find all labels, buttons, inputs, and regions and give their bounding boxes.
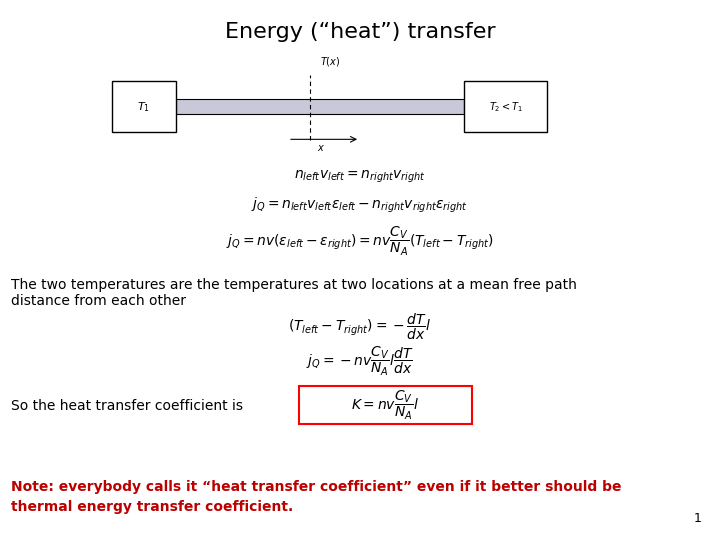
- Bar: [464, 81, 547, 132]
- Text: $x$: $x$: [317, 143, 325, 153]
- Text: $n_{left}v_{left} = n_{right}v_{right}$: $n_{left}v_{left} = n_{right}v_{right}$: [294, 169, 426, 185]
- Bar: [112, 81, 176, 132]
- Text: $T_2 < T_1$: $T_2 < T_1$: [489, 100, 523, 113]
- Bar: [299, 386, 472, 424]
- Text: $j_Q = nv(\varepsilon_{left} - \varepsilon_{right}) = nv\dfrac{C_V}{N_A}(T_{left: $j_Q = nv(\varepsilon_{left} - \varepsil…: [226, 225, 494, 258]
- Text: So the heat transfer coefficient is: So the heat transfer coefficient is: [11, 399, 243, 413]
- Text: distance from each other: distance from each other: [11, 294, 186, 308]
- Text: 1: 1: [694, 512, 702, 525]
- Bar: [176, 99, 464, 114]
- Text: Energy (“heat”) transfer: Energy (“heat”) transfer: [225, 22, 495, 42]
- Text: $(T_{left} - T_{right}) = -\dfrac{dT}{dx}l$: $(T_{left} - T_{right}) = -\dfrac{dT}{dx…: [289, 312, 431, 342]
- Text: $K = nv\dfrac{C_V}{N_A}l$: $K = nv\dfrac{C_V}{N_A}l$: [351, 388, 419, 422]
- Text: Note: everybody calls it “heat transfer coefficient” even if it better should be: Note: everybody calls it “heat transfer …: [11, 480, 621, 494]
- Text: $T_1$: $T_1$: [138, 100, 150, 113]
- Text: $j_Q = -nv\dfrac{C_V}{N_A}l\dfrac{dT}{dx}$: $j_Q = -nv\dfrac{C_V}{N_A}l\dfrac{dT}{dx…: [306, 345, 414, 379]
- Text: thermal energy transfer coefficient.: thermal energy transfer coefficient.: [11, 500, 293, 514]
- Text: $j_Q = n_{left}v_{left}\varepsilon_{left} - n_{right}v_{right}\varepsilon_{right: $j_Q = n_{left}v_{left}\varepsilon_{left…: [251, 195, 469, 215]
- Text: $T(x)$: $T(x)$: [320, 55, 341, 68]
- Text: The two temperatures are the temperatures at two locations at a mean free path: The two temperatures are the temperature…: [11, 278, 577, 292]
